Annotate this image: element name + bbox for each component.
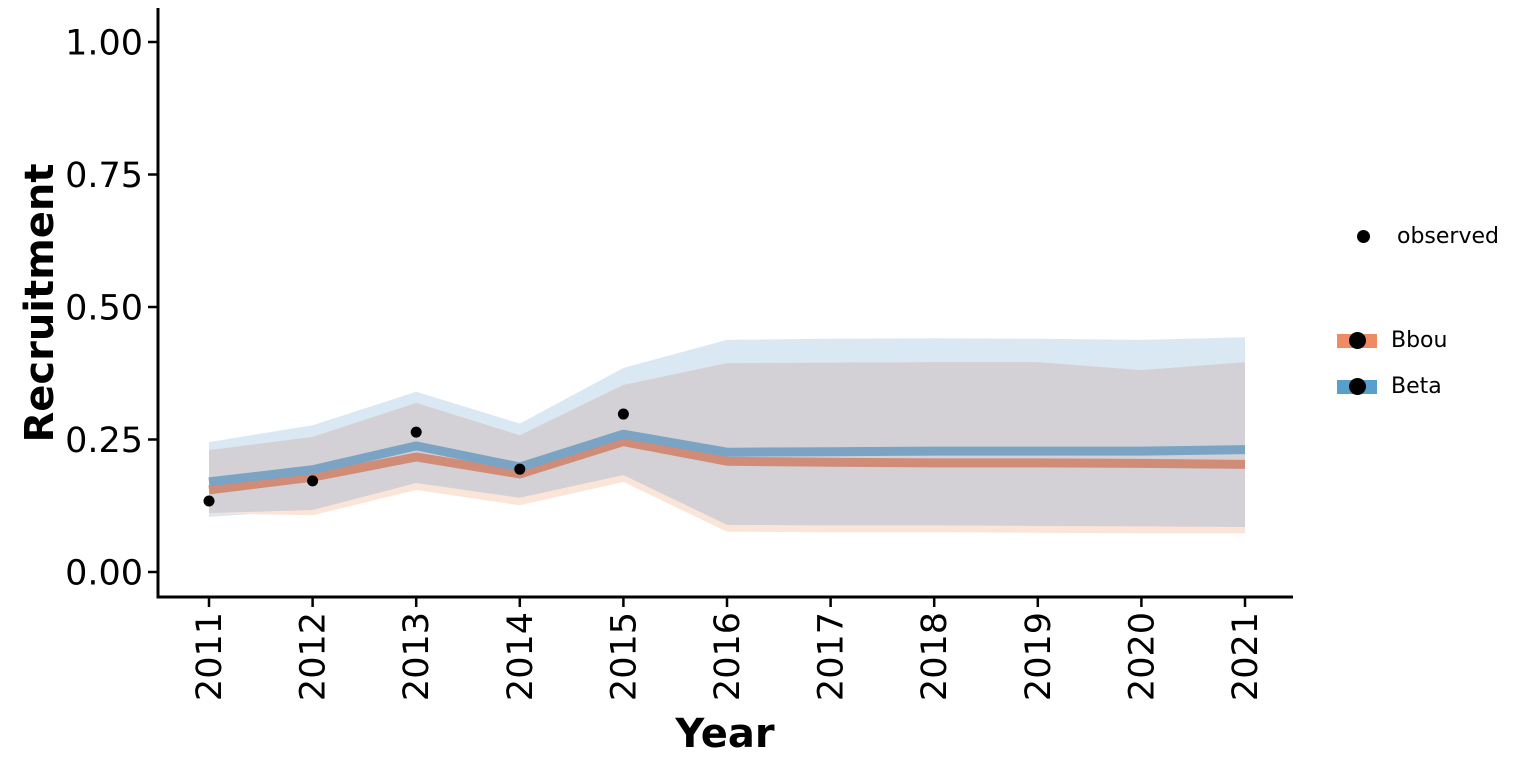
beta-key-swatch — [1337, 378, 1377, 395]
observed-point — [203, 495, 215, 507]
x-axis-title: Year — [675, 711, 775, 757]
legend-label-observed: observed — [1397, 224, 1499, 249]
observed-point — [410, 426, 422, 438]
x-tick-label: 2019 — [1019, 612, 1059, 701]
observed-point — [617, 408, 629, 420]
x-tick-label: 2015 — [604, 612, 644, 701]
y-tick-label: 0.00 — [65, 553, 143, 593]
y-tick-label: 0.25 — [65, 421, 143, 461]
x-tick-label: 2018 — [915, 612, 955, 701]
legend-item-observed: observed — [1343, 224, 1499, 249]
x-tick-label: 2016 — [708, 612, 748, 701]
x-tick-label: 2013 — [397, 612, 437, 701]
bbou-key-dot-icon — [1348, 332, 1366, 349]
y-axis-title: Recruitment — [17, 163, 63, 443]
x-tick-label: 2020 — [1122, 612, 1162, 701]
beta-mean-line — [208, 429, 1246, 487]
bbou-mean-line — [208, 437, 1246, 495]
ci-overlap-region — [209, 362, 1245, 527]
y-tick-label: 1.00 — [65, 23, 143, 63]
legend-item-bbou: Bbou — [1337, 328, 1447, 353]
legend-label-beta: Beta — [1391, 374, 1442, 399]
observed-dot-icon — [1357, 230, 1370, 243]
x-tick-label: 2014 — [501, 612, 541, 701]
observed-point — [307, 475, 319, 487]
y-tick-label: 0.50 — [65, 288, 143, 328]
x-tick-label: 2012 — [294, 612, 334, 701]
x-tick-label: 2021 — [1226, 612, 1266, 701]
legend-label-bbou: Bbou — [1391, 328, 1448, 353]
observed-point — [514, 463, 526, 475]
beta-key-dot-icon — [1348, 378, 1366, 395]
x-tick-label: 2017 — [812, 612, 852, 701]
bbou-key-swatch — [1337, 332, 1377, 349]
y-tick-label: 0.75 — [65, 156, 143, 196]
x-tick-label: 2011 — [190, 612, 230, 701]
legend-item-beta: Beta — [1337, 374, 1442, 399]
